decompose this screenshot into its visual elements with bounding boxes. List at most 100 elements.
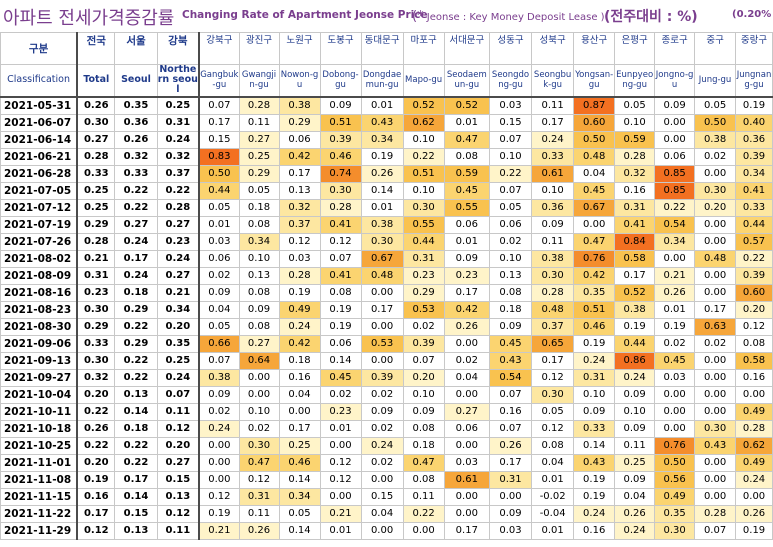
table-cell: 0.02 [360,453,404,472]
table-cell: 0.02 [402,317,445,336]
table-cell: 0.21 [319,504,362,523]
column-header-en: Total [76,64,116,98]
table-cell: 0.09 [488,504,533,523]
table-cell: 0.10 [488,147,533,166]
table-cell: 0.02 [654,334,696,353]
column-header-en: Jung-gu [694,64,737,98]
table-cell: 0.47 [238,453,280,472]
table-cell: 0.19 [360,147,404,166]
table-cell: 0.37 [278,215,321,234]
column-header-en-text: Northern seoul [157,64,198,96]
table-cell: 0.46 [573,317,616,336]
table-cell: 0.29 [278,113,321,132]
table-cell: 0.34 [238,232,280,251]
table-cell: 0.10 [238,402,280,421]
table-cell: 0.40 [735,113,773,132]
table-cell: 0.14 [278,470,321,489]
table-cell: 0.84 [614,232,656,251]
table-cell: 0.09 [531,215,575,234]
column-header-en: Seoul [114,64,158,98]
table-cell: 0.25 [278,436,321,455]
table-cell: 0.22 [76,402,116,421]
table-cell: 0.53 [402,300,445,319]
table-cell: 0.08 [402,470,445,489]
table-row: 2021-08-30 0.29 0.22 0.20 0.05 0.08 0.24 0.19 0.… [0,317,773,336]
table-cell: 0.11 [531,232,575,251]
header-row-english: Classification Total Seoul Northern seoul Ga… [0,64,773,98]
column-header-en: Gwangjin-gu [238,64,280,98]
table-row: 2021-10-18 0.26 0.18 0.12 0.24 0.02 0.17 0.01 0.… [0,419,773,438]
column-header-en: Seodaemun-gu [443,64,490,98]
table-cell: 0.24 [573,351,616,370]
row-date: 2021-06-14 [0,130,79,149]
table-row: 2021-10-11 0.22 0.14 0.11 0.02 0.10 0.00 0.23 0.… [0,402,773,421]
table-cell: 0.35 [114,96,158,115]
table-cell: 0.49 [654,487,696,506]
table-cell: 0.05 [198,198,240,217]
column-header-kr: 노원구 [278,32,321,65]
table-cell: 0.09 [402,402,445,421]
table-cell: 0.22 [114,436,158,455]
table-cell: 0.66 [198,334,240,353]
table-cell: 0.43 [573,453,616,472]
table-cell: 0.09 [198,385,240,404]
row-date: 2021-11-29 [0,521,79,540]
table-cell: 0.32 [114,147,158,166]
table-cell: 0.48 [694,249,737,268]
table-cell: 0.10 [614,402,656,421]
table-cell: 0.10 [402,385,445,404]
column-header-kr: 은평구 [614,32,656,65]
table-cell: 0.61 [531,164,575,183]
table-cell: 0.11 [238,113,280,132]
table-cell: 0.39 [360,368,404,387]
table-cell: 0.86 [614,351,656,370]
table-row: 2021-07-05 0.25 0.22 0.22 0.44 0.05 0.13 0.30 0.… [0,181,773,200]
row-date: 2021-09-27 [0,368,79,387]
table-cell: 0.14 [573,436,616,455]
table-row: 2021-05-31 0.26 0.35 0.25 0.07 0.28 0.38 0.09 0.… [0,96,773,115]
table-cell: 0.13 [156,487,201,506]
table-cell: 0.07 [198,351,240,370]
table-cell: 0.11 [156,521,201,540]
unit-label: (전주대비 : %) [604,9,698,25]
table-cell: 0.00 [443,504,490,523]
table-cell: 0.09 [614,419,656,438]
table-cell: 0.27 [156,215,201,234]
table-cell: 0.08 [443,147,490,166]
table-cell: 0.25 [614,453,656,472]
table-cell: 0.08 [319,283,362,302]
table-row: 2021-07-12 0.25 0.22 0.28 0.05 0.18 0.32 0.28 0.… [0,198,773,217]
table-cell: 0.19 [76,470,116,489]
table-cell: 0.25 [76,181,116,200]
row-date: 2021-07-05 [0,181,79,200]
table-cell: 0.07 [488,419,533,438]
column-header-en: Seongdong-gu [488,64,533,98]
table-cell: 0.17 [531,113,575,132]
table-cell: 0.33 [76,164,116,183]
table-cell: 0.16 [614,181,656,200]
table-cell: 0.34 [156,300,201,319]
table-cell: 0.09 [443,249,490,268]
table-cell: 0.23 [319,402,362,421]
table-cell: 0.44 [614,334,656,353]
table-cell: 0.83 [198,147,240,166]
table-cell: 0.14 [360,181,404,200]
table-cell: 0.25 [156,96,201,115]
table-cell: 0.02 [488,232,533,251]
row-date: 2021-11-01 [0,453,79,472]
column-header-en-text: Seoul [121,74,151,86]
table-cell: 0.22 [402,504,445,523]
table-cell: 0.30 [319,181,362,200]
table-cell: 0.17 [278,419,321,438]
table-cell: 0.26 [654,283,696,302]
table-cell: 0.31 [614,198,656,217]
table-cell: 0.56 [654,470,696,489]
table-cell: 0.17 [76,504,116,523]
table-cell: 0.45 [654,351,696,370]
row-date: 2021-05-31 [0,96,79,115]
table-cell: 0.09 [198,283,240,302]
table-cell: 0.00 [488,487,533,506]
table-cell: 0.65 [531,334,575,353]
table-cell: 0.18 [114,419,158,438]
table-cell: 0.07 [198,96,240,115]
